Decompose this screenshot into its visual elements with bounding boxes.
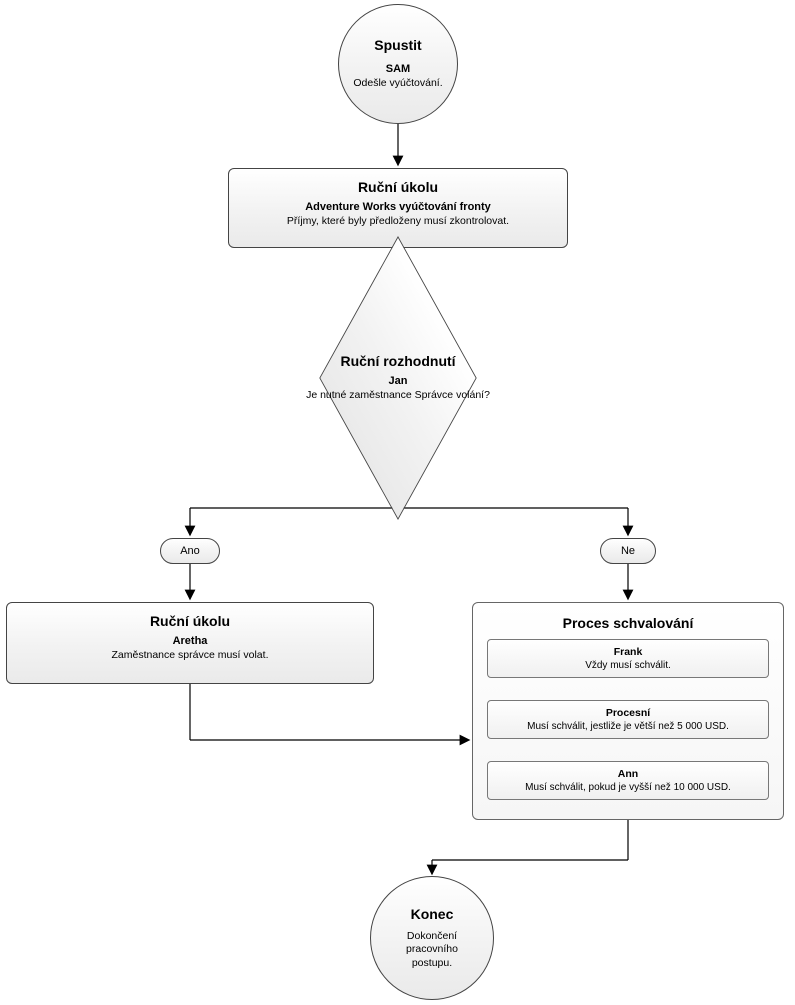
decision-subtitle: Jan: [287, 375, 509, 387]
yes-pill: Ano: [160, 538, 220, 564]
task-left-title: Ruční úkolu: [19, 613, 361, 629]
start-title: Spustit: [374, 37, 421, 53]
yes-label: Ano: [180, 545, 200, 557]
start-subtitle: SAM: [386, 63, 410, 75]
decision-title: Ruční rozhodnutí: [287, 353, 509, 369]
task1-desc: Příjmy, které byly předloženy musí zkont…: [241, 215, 555, 229]
end-title: Konec: [411, 906, 454, 922]
approval-step2-title: Procesní: [496, 707, 760, 719]
end-node: Konec Dokončení pracovního postupu.: [370, 876, 494, 1000]
approval-step3-desc: Musí schválit, pokud je vyšší než 10 000…: [496, 782, 760, 793]
task-left-desc: Zaměstnance správce musí volat.: [19, 649, 361, 663]
approval-title: Proces schvalování: [487, 615, 769, 631]
start-node: Spustit SAM Odešle vyúčtování.: [338, 4, 458, 124]
approval-step1-title: Frank: [496, 646, 760, 658]
end-desc: Dokončení pracovního postupu.: [379, 930, 485, 971]
approval-step-2: Procesní Musí schválit, jestliže je větš…: [487, 700, 769, 739]
task-left-node: Ruční úkolu Aretha Zaměstnance správce m…: [6, 602, 374, 684]
task-left-subtitle: Aretha: [19, 635, 361, 647]
approval-step-1: Frank Vždy musí schválit.: [487, 639, 769, 678]
decision-node: Ruční rozhodnutí Jan Je nutné zaměstnanc…: [287, 292, 509, 464]
approval-container: Proces schvalování Frank Vždy musí schvá…: [472, 602, 784, 820]
approval-step1-desc: Vždy musí schválit.: [496, 660, 760, 671]
task1-subtitle: Adventure Works vyúčtování fronty: [241, 201, 555, 213]
approval-step3-title: Ann: [496, 768, 760, 780]
approval-step-3: Ann Musí schválit, pokud je vyšší než 10…: [487, 761, 769, 800]
start-desc: Odešle vyúčtování.: [353, 77, 442, 91]
no-label: Ne: [621, 545, 635, 557]
approval-step2-desc: Musí schválit, jestliže je větší než 5 0…: [496, 721, 760, 732]
no-pill: Ne: [600, 538, 656, 564]
task1-title: Ruční úkolu: [241, 179, 555, 195]
decision-desc: Je nutné zaměstnance Správce volání?: [287, 389, 509, 403]
